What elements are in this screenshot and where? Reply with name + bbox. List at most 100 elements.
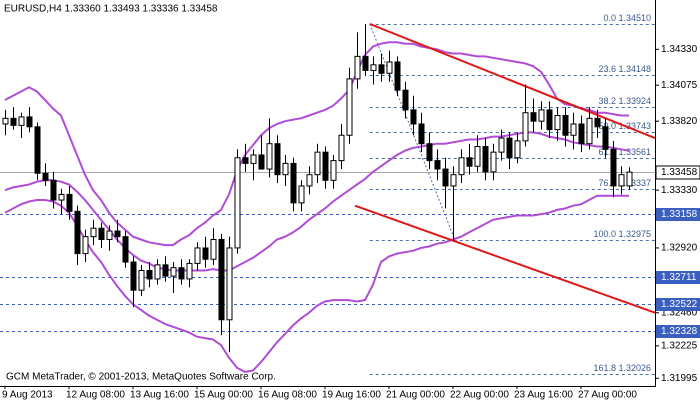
candle-body bbox=[194, 247, 201, 264]
last-price-label: 1.33458 bbox=[661, 167, 698, 178]
x-tick-label: 16 Aug 08:00 bbox=[258, 390, 317, 401]
candle-body bbox=[626, 171, 633, 187]
price-level-box bbox=[656, 271, 700, 284]
candle-body bbox=[266, 143, 273, 170]
candle-body bbox=[330, 160, 337, 181]
price-level-label: 1.32522 bbox=[661, 299, 698, 310]
candle-body bbox=[562, 115, 569, 136]
bollinger-band bbox=[4, 41, 629, 247]
candle-body bbox=[2, 117, 9, 125]
candle-body bbox=[418, 123, 425, 145]
candle-body bbox=[378, 64, 385, 74]
y-tick-label: 1.34075 bbox=[661, 80, 698, 91]
candle-body bbox=[490, 151, 497, 173]
x-tick-label: 27 Aug 00:00 bbox=[578, 390, 637, 401]
candle-body bbox=[90, 227, 97, 238]
candle-body bbox=[578, 123, 585, 145]
candle-body bbox=[362, 55, 369, 71]
y-tick-label: 1.32920 bbox=[661, 243, 698, 254]
candle-body bbox=[498, 137, 505, 153]
candle-body bbox=[474, 146, 481, 167]
candle-body bbox=[154, 264, 161, 280]
trend-line bbox=[354, 204, 655, 314]
price-level-box bbox=[656, 208, 700, 221]
candle-body bbox=[170, 267, 177, 277]
last-price-box bbox=[655, 165, 700, 180]
candle-body bbox=[242, 157, 249, 164]
candle-body bbox=[50, 179, 57, 201]
candle-body bbox=[106, 230, 113, 240]
candle-body bbox=[458, 157, 465, 176]
candle-body bbox=[18, 116, 25, 126]
price-level-box bbox=[656, 298, 700, 311]
y-tick-label: 1.32225 bbox=[661, 340, 698, 351]
candle-body bbox=[74, 210, 81, 255]
candle-body bbox=[610, 148, 617, 187]
candle-body bbox=[210, 238, 217, 260]
price-level-box bbox=[656, 325, 700, 338]
candle-body bbox=[122, 236, 129, 263]
candle-body bbox=[34, 126, 41, 174]
y-tick-label: 1.33330 bbox=[661, 185, 698, 196]
candle-body bbox=[538, 109, 545, 122]
fibonacci-label: 23.6 1.34148 bbox=[598, 64, 651, 74]
candle-body bbox=[466, 157, 473, 167]
candle-body bbox=[402, 89, 409, 111]
fibonacci-label: 38.2 1.33924 bbox=[598, 96, 651, 106]
candle-body bbox=[10, 117, 17, 126]
candle-body bbox=[66, 193, 73, 212]
candle-body bbox=[306, 174, 313, 187]
bollinger-band bbox=[4, 194, 629, 373]
candle-body bbox=[98, 227, 105, 240]
candle-body bbox=[250, 154, 257, 164]
candle-body bbox=[434, 160, 441, 170]
candle-body bbox=[130, 261, 137, 291]
candle-body bbox=[410, 109, 417, 125]
candle-body bbox=[602, 126, 609, 150]
candle-body bbox=[370, 64, 377, 71]
fibonacci-label: 100.0 1.32975 bbox=[593, 229, 651, 239]
candle-body bbox=[530, 112, 537, 122]
candle-body bbox=[42, 172, 49, 181]
chart-title: EURUSD,H4 1.33360 1.33493 1.33336 1.3345… bbox=[4, 4, 218, 15]
candle-body bbox=[426, 143, 433, 162]
candle-body bbox=[554, 115, 561, 131]
candle-body bbox=[202, 247, 209, 260]
candle-body bbox=[394, 61, 401, 91]
candle-body bbox=[346, 78, 353, 136]
fibonacci-label: 76.4 1.33337 bbox=[598, 178, 651, 188]
candle-body bbox=[298, 185, 305, 204]
candle-body bbox=[546, 109, 553, 131]
candle-body bbox=[354, 55, 361, 80]
y-tick-label: 1.34330 bbox=[661, 44, 698, 55]
candle-body bbox=[186, 262, 193, 280]
candle-body bbox=[138, 269, 145, 291]
candle-body bbox=[226, 247, 233, 321]
fibonacci-label: 161.8 1.32026 bbox=[593, 363, 651, 373]
footer: GCM MetaTrader, © 2001-2013, MetaQuotes … bbox=[6, 372, 276, 383]
candle-body bbox=[114, 230, 121, 238]
trend-line bbox=[369, 23, 655, 139]
candle-body bbox=[274, 143, 281, 176]
candle-body bbox=[282, 162, 289, 176]
candle-body bbox=[338, 134, 345, 162]
candle-body bbox=[26, 116, 33, 128]
candle-body bbox=[314, 151, 321, 176]
x-tick-label: 21 Aug 00:00 bbox=[386, 390, 445, 401]
price-level-label: 1.32328 bbox=[661, 326, 698, 337]
candle-body bbox=[514, 140, 521, 159]
candle-body bbox=[162, 264, 169, 277]
y-tick-label: 1.33820 bbox=[661, 116, 698, 127]
candle-body bbox=[586, 117, 593, 145]
candle-body bbox=[522, 112, 529, 142]
x-tick-label: 9 Aug 2013 bbox=[2, 390, 53, 401]
candle-body bbox=[178, 267, 185, 280]
candle-body bbox=[234, 157, 241, 249]
candle-body bbox=[218, 238, 225, 321]
candle-body bbox=[450, 174, 457, 187]
candle-body bbox=[258, 154, 265, 170]
